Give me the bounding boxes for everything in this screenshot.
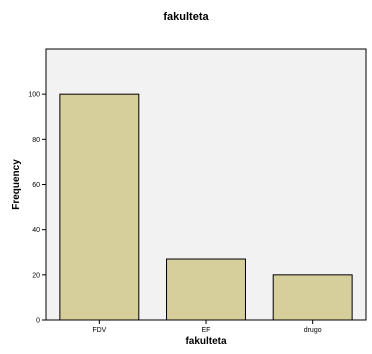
y-tick-label-5: 100	[28, 92, 40, 99]
x-tick-label-2: drugo	[304, 327, 322, 334]
y-tick-label-0: 0	[36, 318, 40, 325]
x-tick-label-0: FDV	[92, 327, 106, 334]
bars	[59, 93, 353, 321]
y-tick-label-1: 20	[32, 272, 40, 279]
x-axis: FDV EF drugo	[92, 320, 322, 334]
bar-ef	[166, 258, 246, 321]
x-axis-title: fakulteta	[185, 336, 227, 347]
y-tick-label-4: 80	[32, 137, 40, 144]
y-axis: 0 20 40 60 80 100	[28, 92, 46, 325]
y-tick-label-3: 60	[32, 182, 40, 189]
y-axis-title: Frequency	[11, 159, 22, 210]
x-tick-label-1: EF	[202, 327, 211, 334]
y-tick-label-2: 40	[32, 227, 40, 234]
bar-fdv	[59, 93, 140, 321]
chart-title: fakulteta	[163, 11, 209, 23]
bar-drugo	[272, 274, 353, 321]
